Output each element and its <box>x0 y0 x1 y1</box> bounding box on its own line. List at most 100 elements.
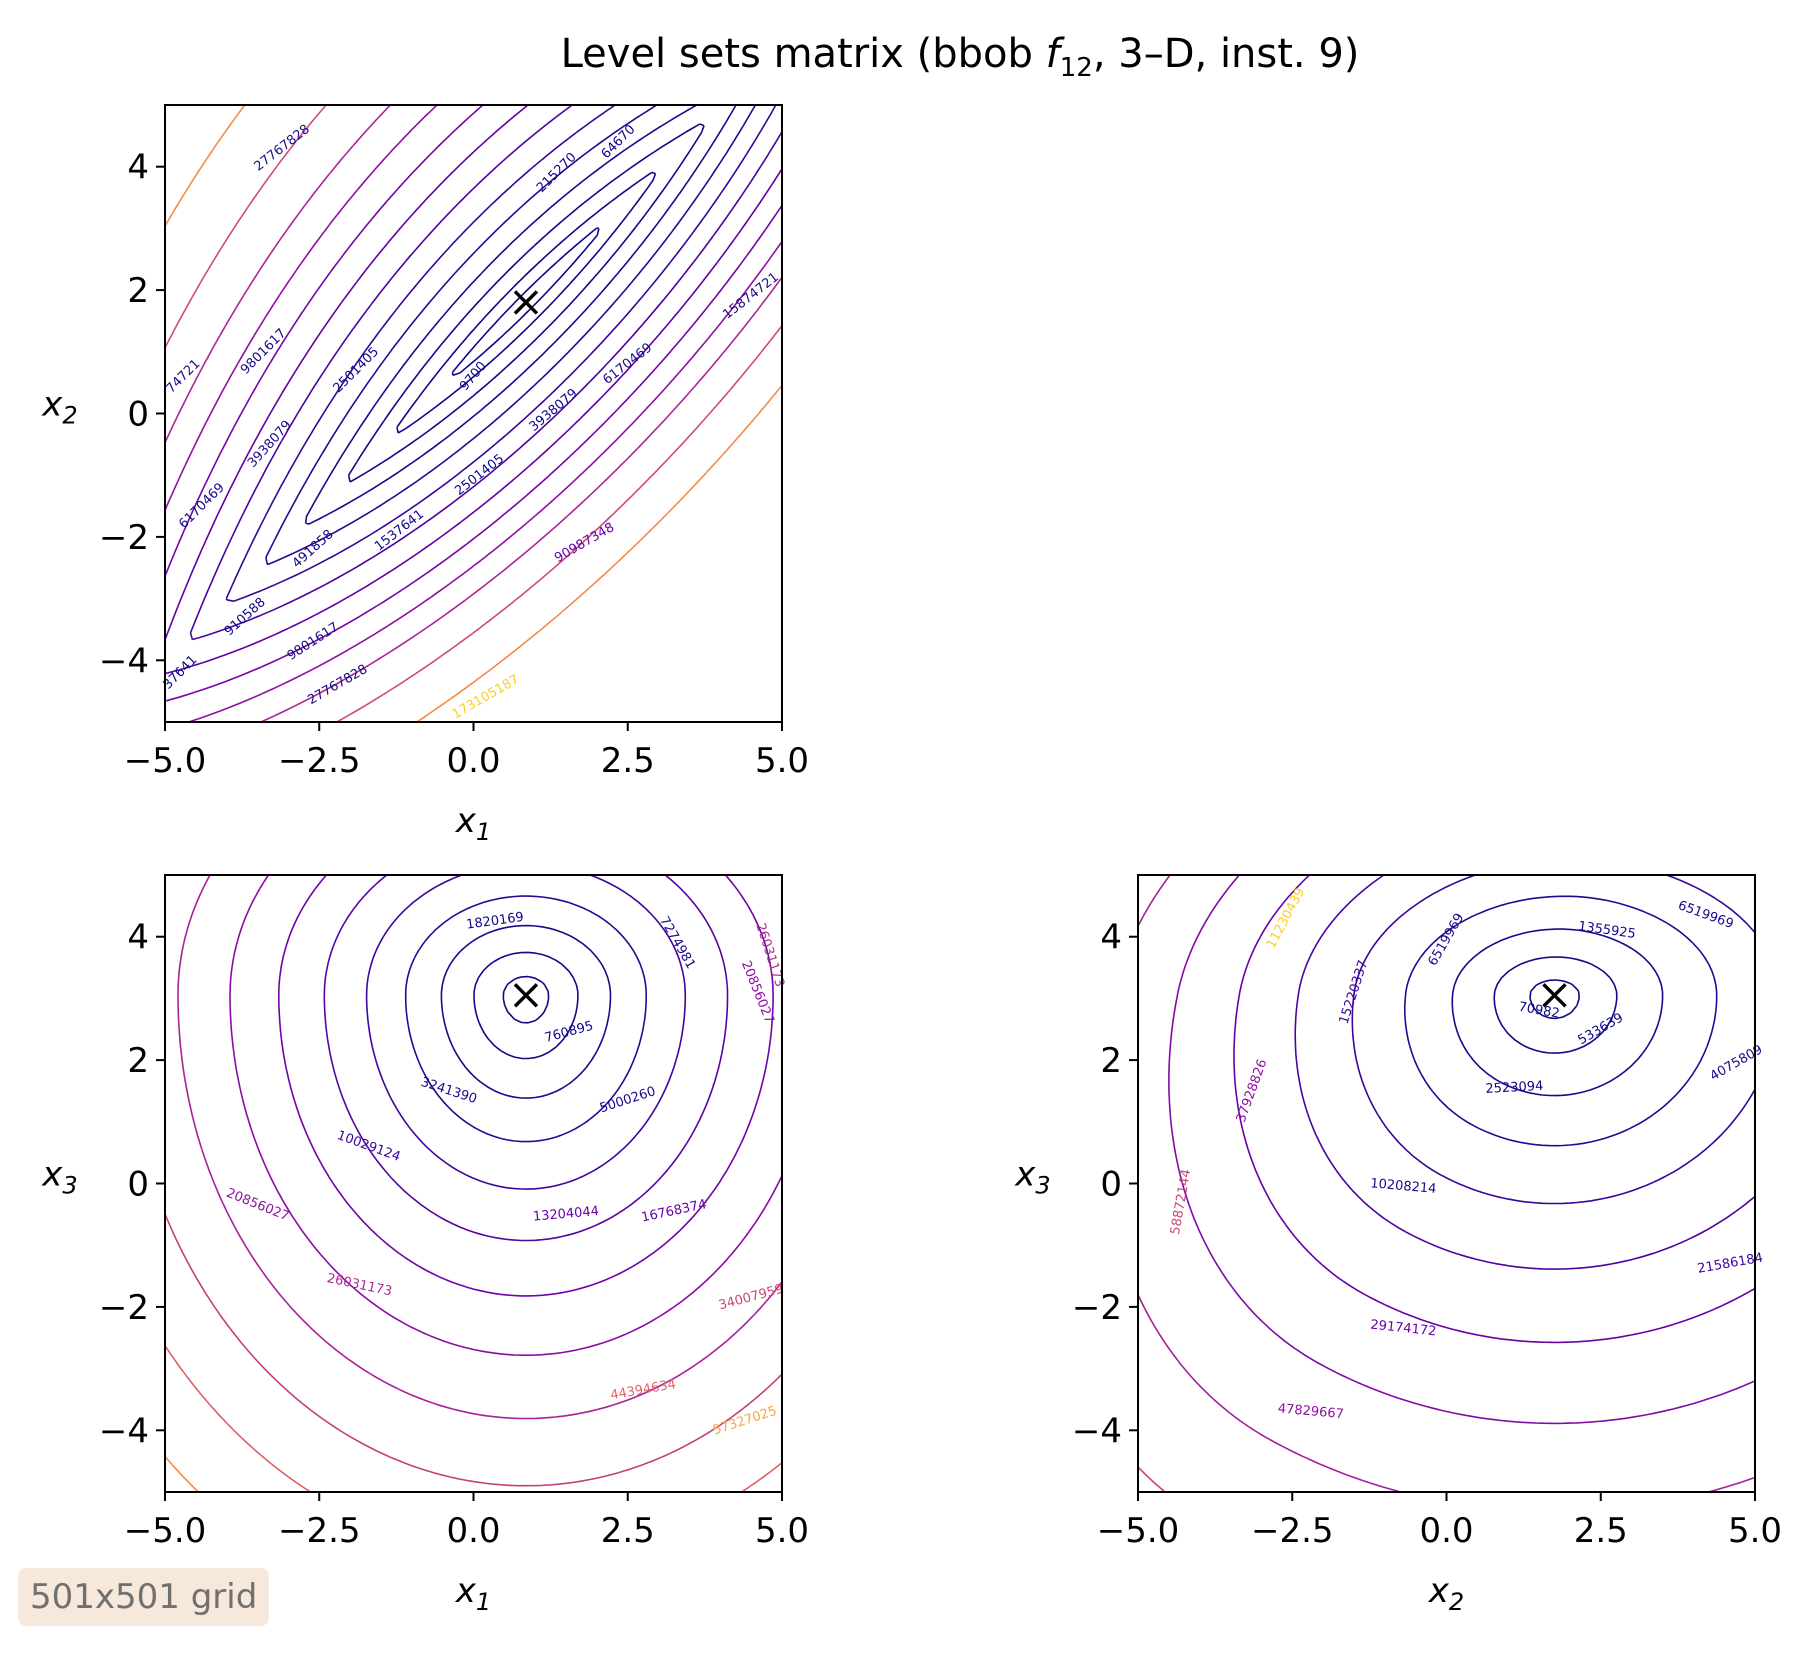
x-tick-label: −2.5 <box>278 1511 361 1551</box>
axis-ticks: −5.0 −2.5 0.0 2.5 5.0 −4 −2 0 2 4 <box>99 918 809 1551</box>
contour-label: 10208214 <box>1370 1176 1437 1197</box>
y-tick-label: −4 <box>1072 1411 1122 1451</box>
contour-label: 34007959 <box>717 1282 785 1314</box>
contour-label: 10029124 <box>335 1128 402 1165</box>
contour-label: 6519969 <box>1426 911 1468 969</box>
contour-line <box>1493 956 1618 1054</box>
contour-label: 3241390 <box>419 1075 479 1107</box>
y-axis-label: x2 <box>41 385 77 430</box>
contour-line <box>404 895 647 1143</box>
contour-line <box>1404 895 1718 1147</box>
contour-label: 3938079 <box>527 386 581 435</box>
contour-label: 6170469 <box>600 340 655 387</box>
contour-line <box>365 875 687 1190</box>
x-tick-label: −2.5 <box>278 741 361 781</box>
contour-label: 4075809 <box>1708 1042 1766 1084</box>
contour-label: 26031173 <box>325 1271 393 1299</box>
x-tick-label: 0.0 <box>1419 1511 1473 1551</box>
contour-line <box>278 875 774 1297</box>
contour-label: 910588 <box>222 595 269 639</box>
optimum-x-marker <box>513 290 539 315</box>
contour-label: 44394634 <box>609 1377 677 1403</box>
contour-line <box>451 227 600 376</box>
contour-line <box>165 105 782 722</box>
contour-line <box>165 105 782 722</box>
contour-line <box>165 1213 782 1487</box>
contour-line <box>165 1456 199 1492</box>
y-tick-label: 0 <box>127 395 149 435</box>
contour-lines <box>1138 875 1755 1492</box>
x-tick-label: −2.5 <box>1251 1511 1334 1551</box>
contour-line <box>347 123 705 483</box>
contour-line <box>165 105 782 722</box>
contour-line <box>165 1345 782 1492</box>
x-tick-label: −5.0 <box>124 741 207 781</box>
figure-title: Level sets matrix (bbob f12, 3–D, inst. … <box>561 31 1360 83</box>
axis-ticks: −5.0 −2.5 0.0 2.5 5.0 −4 −2 0 2 4 <box>99 148 809 781</box>
contour-label: 1820169 <box>465 910 524 933</box>
contour-label: 16768374 <box>640 1197 708 1225</box>
x-tick-label: 5.0 <box>755 741 809 781</box>
contour-line <box>502 975 550 1024</box>
x-axis-label: x1 <box>455 801 491 846</box>
contour-lines <box>165 875 782 1492</box>
contour-line <box>304 105 737 525</box>
contour-label: 15220337 <box>1337 958 1372 1026</box>
axes-frame <box>164 104 783 723</box>
contour-line <box>265 105 757 566</box>
contour-line <box>396 171 657 434</box>
contour-line <box>1138 1466 1166 1492</box>
y-tick-label: 2 <box>127 1041 149 1081</box>
y-tick-label: −4 <box>99 1411 149 1451</box>
x-axis-label: x1 <box>455 1571 491 1616</box>
contour-label: 1355925 <box>1577 919 1636 942</box>
contour-line <box>440 924 612 1099</box>
optimum-x-marker <box>513 983 539 1008</box>
contour-line <box>229 875 782 1356</box>
contour-label: 47829667 <box>1277 1401 1344 1422</box>
contour-label: 90987348 <box>552 520 617 566</box>
contour-line <box>1451 928 1664 1097</box>
grid-size-badge: 501x501 grid <box>18 1568 270 1626</box>
contour-line <box>189 105 782 641</box>
contour-line <box>473 951 579 1060</box>
contour-line <box>1138 875 1755 1492</box>
x-axis-label: x2 <box>1428 1571 1464 1616</box>
optimum-marker <box>1542 983 1567 1008</box>
y-tick-label: −2 <box>99 1288 149 1328</box>
contour-label: 13204044 <box>532 1204 599 1225</box>
x-tick-label: −5.0 <box>124 1511 207 1551</box>
contour-label: 1537641 <box>372 507 427 554</box>
y-axis-label: x3 <box>41 1155 77 1200</box>
x-tick-label: 2.5 <box>1574 1511 1628 1551</box>
optimum-marker <box>513 290 539 315</box>
contour-label: 11230439 <box>1264 885 1308 950</box>
x-tick-label: −5.0 <box>1097 1511 1180 1551</box>
y-tick-label: 4 <box>127 918 149 958</box>
contour-label: 7274981 <box>656 914 698 972</box>
contour-label: 533639 <box>1576 1010 1626 1048</box>
contour-line <box>1233 875 1755 1344</box>
contour-line <box>225 105 777 602</box>
contour-label: 58872144 <box>1168 1168 1194 1236</box>
y-tick-label: −4 <box>99 641 149 681</box>
contour-line <box>323 875 729 1242</box>
contour-label: 9801617 <box>238 326 290 378</box>
x-tick-label: 5.0 <box>755 1511 809 1551</box>
contour-label: 6519969 <box>1676 898 1736 932</box>
y-tick-label: 0 <box>1100 1165 1122 1205</box>
contour-label: 27767828 <box>252 122 313 175</box>
y-axis-label: x3 <box>1014 1155 1050 1200</box>
optimum-x-marker <box>1542 983 1567 1008</box>
contour-line <box>1351 875 1755 1205</box>
contour-label: 29174172 <box>1370 1318 1437 1340</box>
x-tick-label: 2.5 <box>601 1511 655 1551</box>
contour-label: 9700 <box>457 359 490 394</box>
axis-ticks: −5.0 −2.5 0.0 2.5 5.0 −4 −2 0 2 4 <box>1072 918 1782 1551</box>
contour-line <box>1294 875 1755 1270</box>
x-tick-label: 0.0 <box>446 741 500 781</box>
contour-label: 70982 <box>1517 1000 1560 1022</box>
panel-x1-x3: 1820169 7274981 26031173 20856027 760895 3241… <box>41 874 809 1616</box>
contour-line <box>165 105 782 675</box>
